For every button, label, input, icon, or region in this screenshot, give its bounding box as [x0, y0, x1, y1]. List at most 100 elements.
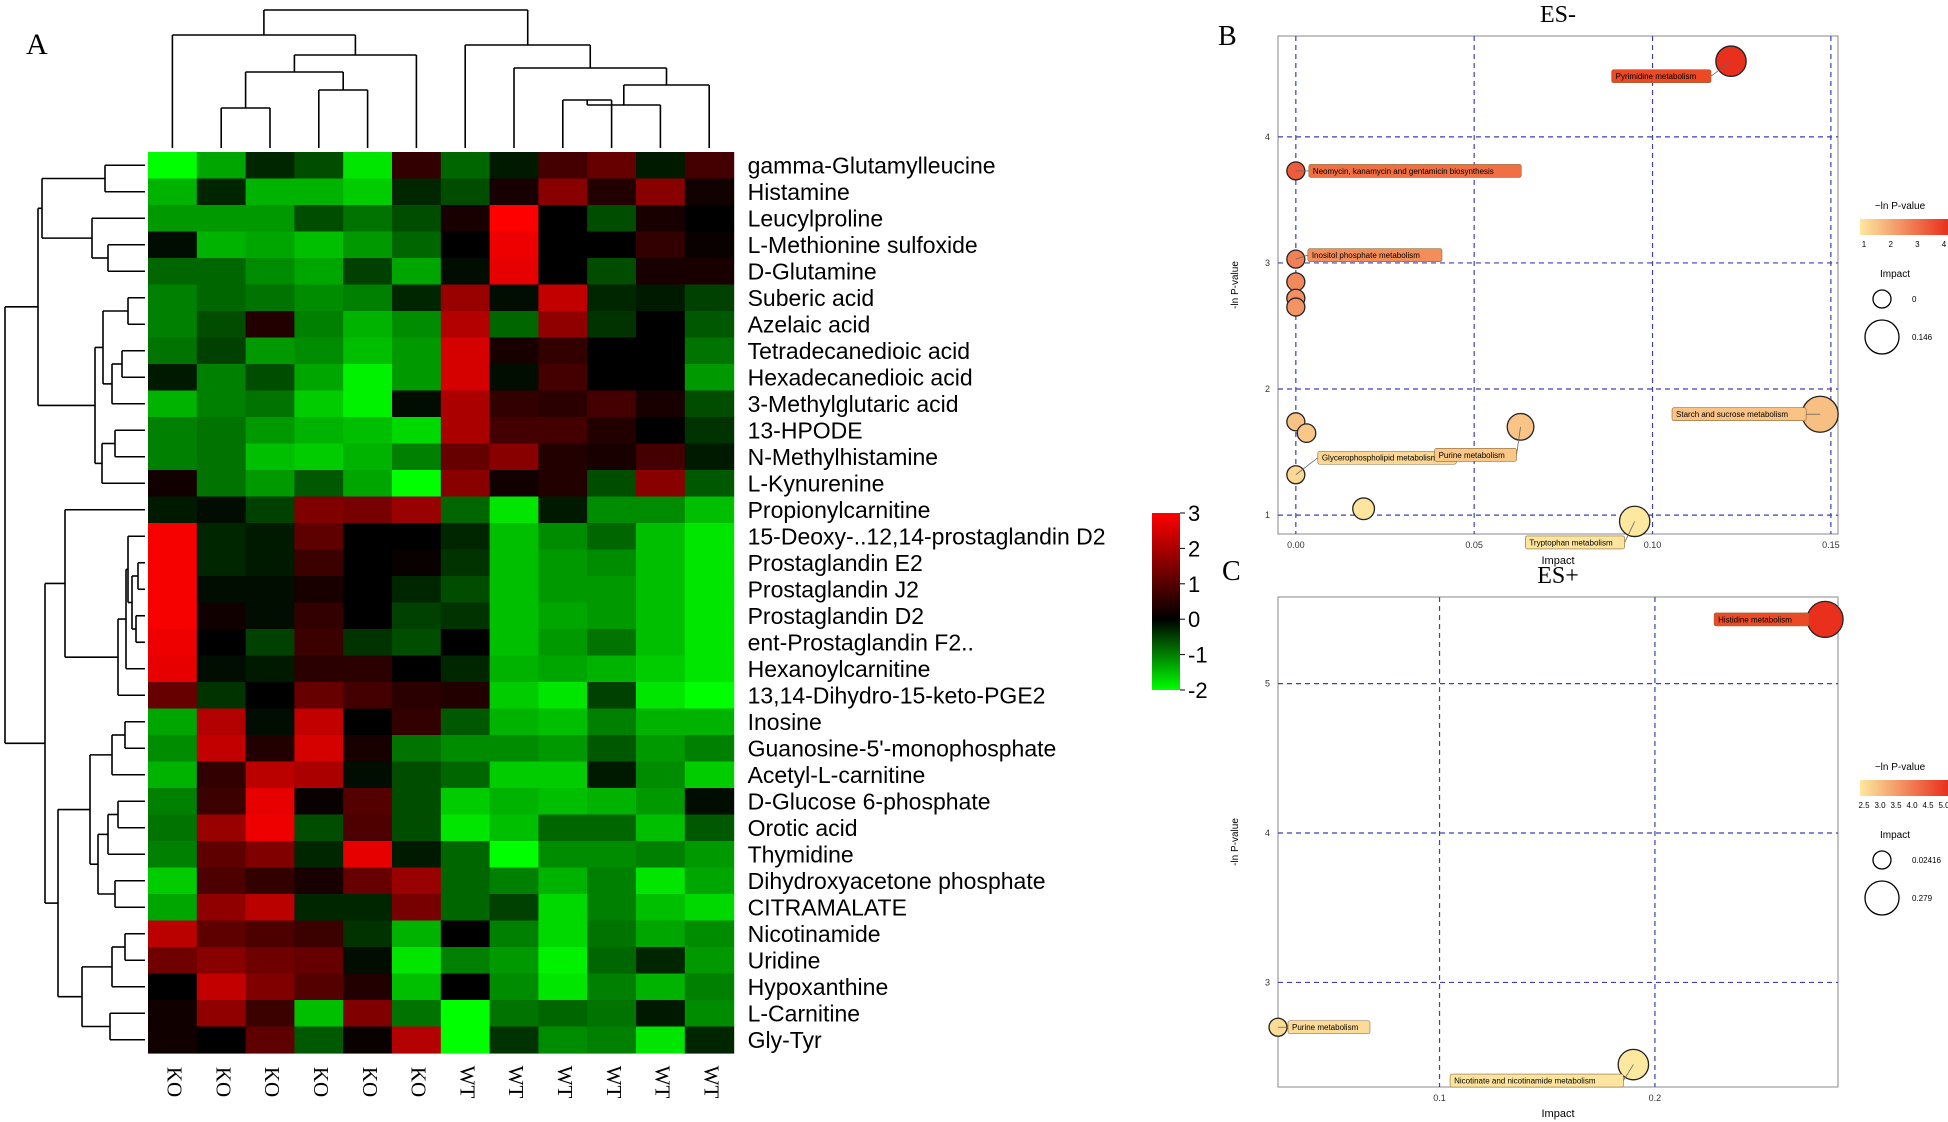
- heatmap-cell: [392, 417, 442, 445]
- x-axis-title: Impact: [1541, 555, 1574, 567]
- heatmap-cell: [440, 682, 491, 710]
- heatmap-cell: [392, 920, 442, 948]
- heatmap-cell: [684, 841, 735, 869]
- heatmap-cell: [294, 205, 344, 233]
- heatmap-cell: [245, 814, 295, 842]
- heatmap-cell: [440, 708, 491, 736]
- heatmap-cell: [489, 814, 539, 842]
- row-label: CITRAMALATE: [748, 894, 907, 920]
- column-label: WT: [699, 1066, 723, 1099]
- heatmap-cell: [489, 629, 539, 657]
- heatmap-cell: [440, 576, 491, 604]
- row-label: Prostaglandin D2: [748, 603, 924, 629]
- colorbar-tick-label: -1: [1188, 643, 1208, 668]
- heatmap-cell: [538, 841, 588, 869]
- heatmap-cell: [440, 549, 491, 577]
- heatmap-cell: [245, 152, 295, 180]
- pathway-label-box: [1307, 248, 1443, 262]
- heatmap-cell: [636, 708, 686, 736]
- heatmap-cell: [148, 947, 198, 975]
- heatmap-cell: [294, 629, 344, 657]
- column-label: KO: [211, 1067, 235, 1097]
- heatmap-cell: [392, 178, 442, 206]
- column-label: WT: [553, 1066, 577, 1099]
- heatmap-cell: [294, 443, 344, 471]
- legend-size-label: 0.02416: [1912, 856, 1941, 865]
- heatmap-cell: [343, 258, 393, 286]
- heatmap-cell: [587, 920, 637, 948]
- heatmap-cell: [392, 390, 442, 418]
- heatmap-cell: [489, 841, 539, 869]
- heatmap-cell: [440, 311, 491, 339]
- heatmap-cell: [392, 205, 442, 233]
- heatmap-cell: [196, 841, 247, 869]
- y-tick-label: 4: [1265, 132, 1270, 142]
- heatmap-cell: [684, 470, 735, 498]
- heatmap-cell: [684, 894, 735, 922]
- heatmap-cell: [294, 549, 344, 577]
- heatmap-cell: [489, 682, 539, 710]
- heatmap-cell: [245, 788, 295, 816]
- legend-size-circle: [1864, 880, 1900, 916]
- heatmap-cell: [684, 284, 735, 312]
- row-label: Suberic acid: [748, 285, 875, 311]
- heatmap-cell: [245, 1026, 295, 1054]
- heatmap-cell: [294, 496, 344, 524]
- legend-color-tick: 5.0: [1938, 801, 1948, 810]
- heatmap-cell: [684, 311, 735, 339]
- heatmap-cell: [489, 1026, 539, 1054]
- heatmap-cell: [587, 973, 637, 1001]
- legend-size-label: 0: [1912, 295, 1917, 304]
- heatmap-cell: [684, 231, 735, 259]
- heatmap-cell: [294, 920, 344, 948]
- heatmap-cell: [245, 470, 295, 498]
- column-label: KO: [260, 1067, 284, 1097]
- heatmap-cell: [538, 682, 588, 710]
- heatmap-cell: [148, 470, 198, 498]
- heatmap-cell: [440, 973, 491, 1001]
- heatmap-cell: [196, 867, 247, 895]
- heatmap-cell: [587, 1026, 637, 1054]
- heatmap-cell: [148, 523, 198, 551]
- panel-letter-b: B: [1218, 21, 1237, 52]
- heatmap-cell: [440, 841, 491, 869]
- heatmap-cell: [489, 576, 539, 604]
- heatmap-cell: [392, 629, 442, 657]
- row-label: Leucylproline: [748, 205, 884, 231]
- heatmap-cell: [196, 470, 247, 498]
- legend-color-tick: 4.5: [1922, 801, 1934, 810]
- heatmap-cell: [148, 629, 198, 657]
- heatmap-cell: [684, 602, 735, 630]
- heatmap-cell: [587, 152, 637, 180]
- heatmap-cell: [440, 655, 491, 683]
- heatmap-cell: [538, 337, 588, 365]
- heatmap-cell: [684, 337, 735, 365]
- heatmap-cell: [392, 841, 442, 869]
- heatmap-cell: [148, 152, 198, 180]
- x-tick-label: 0.1: [1433, 1093, 1446, 1103]
- row-label: Thymidine: [748, 841, 854, 867]
- heatmap-cell: [684, 867, 735, 895]
- heatmap-cell: [148, 682, 198, 710]
- heatmap-cell: [684, 364, 735, 392]
- heatmap-cell: [489, 947, 539, 975]
- heatmap-cell: [196, 788, 247, 816]
- heatmap-cell: [245, 496, 295, 524]
- pathway-label: Glycerophospholipid metabolism: [1322, 454, 1438, 463]
- heatmap-cell: [245, 178, 295, 206]
- heatmap-cell: [587, 682, 637, 710]
- heatmap-cell: [440, 814, 491, 842]
- heatmap-cell: [538, 973, 588, 1001]
- heatmap-cell: [489, 443, 539, 471]
- heatmap-cell: [148, 867, 198, 895]
- heatmap-cell: [489, 205, 539, 233]
- heatmap-cell: [294, 178, 344, 206]
- plot-title: ES-: [1540, 2, 1576, 28]
- legend-color-bar: [1860, 219, 1948, 235]
- heatmap-cell: [440, 1000, 491, 1028]
- panel-letter-a: A: [26, 28, 48, 61]
- row-label: Propionylcarnitine: [748, 497, 931, 523]
- heatmap-cell: [636, 443, 686, 471]
- heatmap-cell: [245, 417, 295, 445]
- heatmap-cell: [148, 258, 198, 286]
